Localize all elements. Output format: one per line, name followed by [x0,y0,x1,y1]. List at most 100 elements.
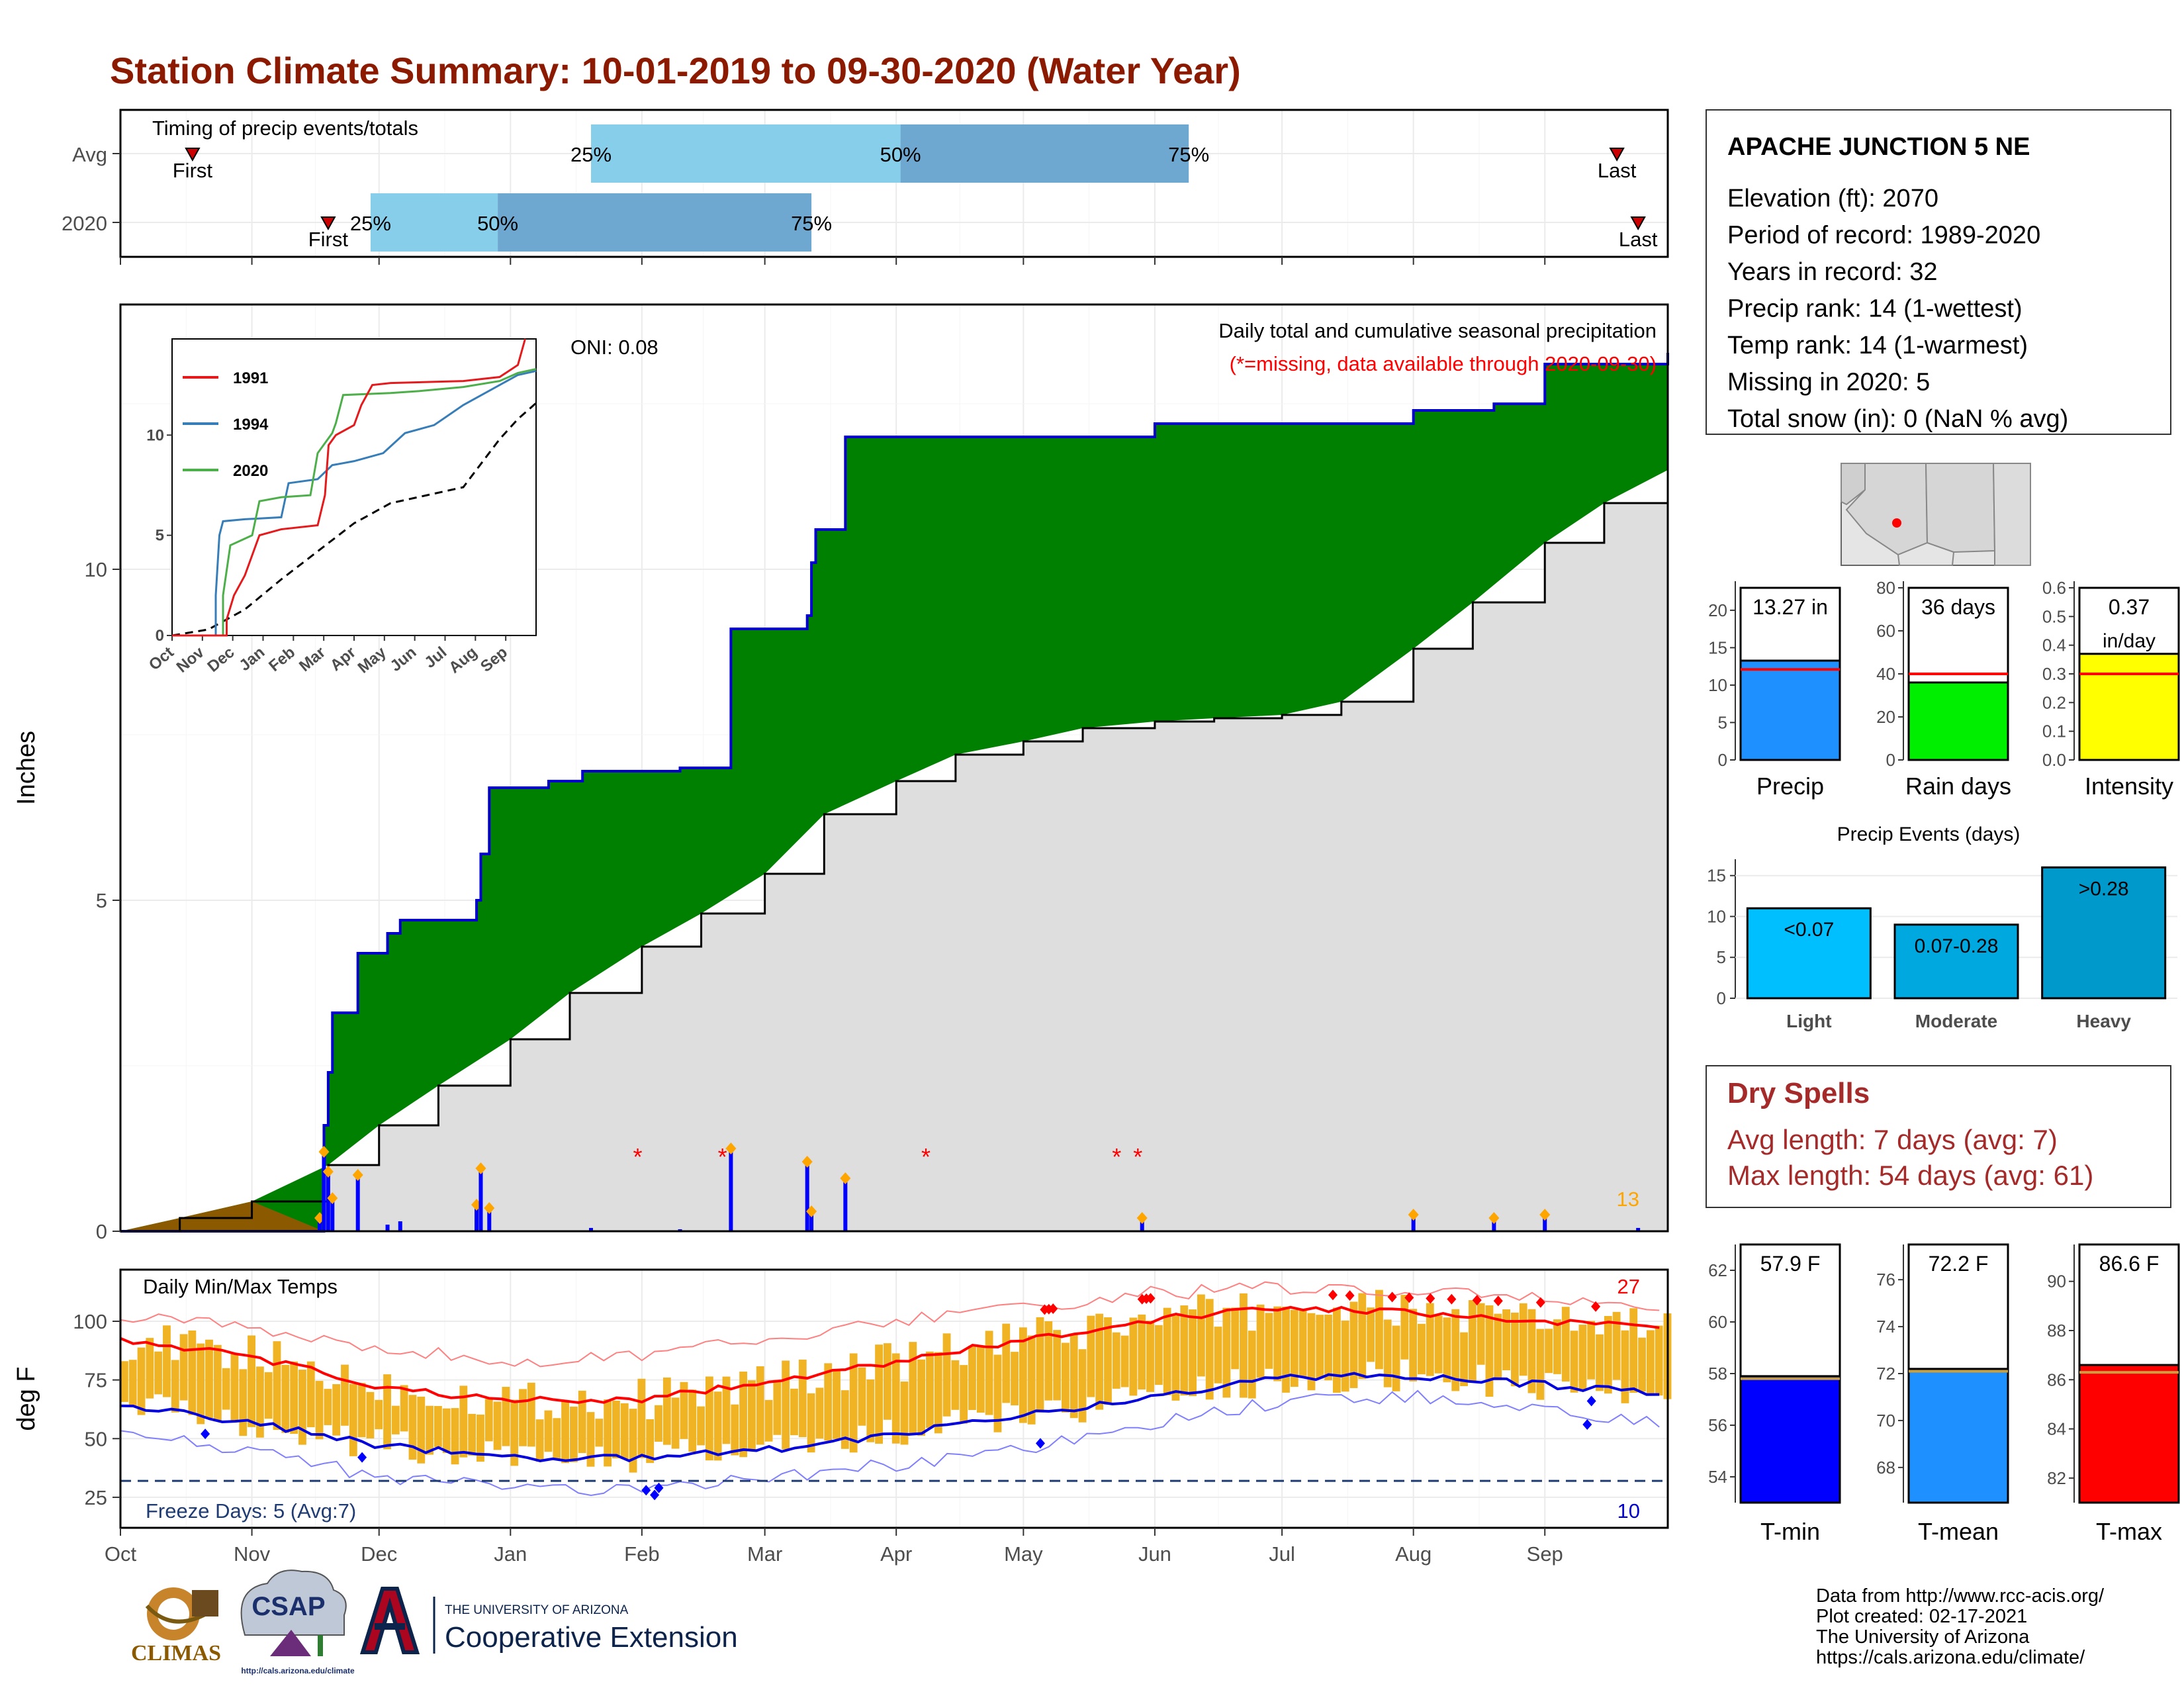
daily-temp-bar [569,1406,578,1462]
daily-temp-bar [1171,1315,1180,1401]
precip-event-marker [806,1205,817,1217]
daily-temp-bar [222,1368,230,1410]
daily-temp-bar [230,1354,239,1423]
daily-temp-bar [128,1360,137,1407]
daily-temp-bar [1282,1306,1290,1393]
daily-temp-bar [264,1372,273,1419]
daily-temp-bar [612,1400,620,1459]
timing-2020-last-label: Last [1619,228,1658,251]
daily-temp-bar [213,1344,222,1422]
daily-temp-bar [1604,1316,1612,1394]
daily-temp-bar [1638,1337,1646,1392]
daily-temp-bar [790,1388,798,1436]
daily-temp-bar [782,1360,790,1450]
credits: Data from http://www.rcc-acis.org/Plot c… [1816,1585,2105,1668]
summary-tick-label: 0.3 [2042,664,2066,684]
summary-tick-label: 0.4 [2042,635,2066,655]
station-info-line: Years in record: 32 [1727,258,1938,286]
deficit-area-2020 [120,1201,324,1231]
daily-temp-bar [408,1395,417,1460]
daily-temp-bar [713,1391,722,1461]
temp-summary-tick-label: 84 [2047,1419,2066,1439]
events-title: Precip Events (days) [1837,823,2021,845]
precip-event-marker [322,1166,334,1178]
daily-temp-bar [332,1383,341,1436]
daily-temp-bar [400,1385,408,1432]
daily-temp-bar [120,1361,128,1402]
credit-line: The University of Arizona [1816,1626,2030,1648]
daily-temp-bar [459,1385,468,1458]
daily-temp-bar [1536,1329,1545,1400]
temp-summary-label-1: T-mean [1918,1518,1999,1545]
summary-tick-label: 5 [1718,712,1727,732]
missing-day-marker: * [633,1143,642,1170]
ua-name: THE UNIVERSITY OF ARIZONA [445,1603,629,1617]
month-label: Nov [234,1542,271,1566]
main-y-tick-label: 10 [85,558,107,581]
daily-temp-bar [1545,1329,1553,1374]
hot-day-marker [1591,1301,1601,1312]
daily-precip-bar [1636,1228,1641,1231]
daily-temp-bar [553,1418,561,1460]
events-bar-label: <0.07 [1784,919,1834,941]
avg-cumulative-area [120,470,1668,1231]
precip-event-marker [484,1202,495,1214]
daily-temp-bar [146,1338,154,1399]
daily-temp-bar [1240,1293,1248,1398]
station-info-line: Elevation (ft): 2070 [1727,185,1938,212]
timing-avg-last-marker [1609,148,1625,162]
month-label: Dec [361,1542,397,1566]
timing-avg-pct-label: 50% [880,143,921,166]
daily-temp-bar [1477,1303,1485,1365]
daily-precip-bar [475,1205,479,1231]
freeze-days-label: Freeze Days: 5 (Avg:7) [146,1499,356,1523]
missing-day-marker: * [718,1143,727,1170]
daily-temp-bar [1265,1313,1273,1369]
daily-temp-bar [646,1419,655,1464]
daily-temp-bar [349,1383,357,1456]
daily-temp-bar [942,1333,951,1417]
hot-day-marker [1146,1293,1156,1304]
temp-summary-tick-label: 76 [1876,1270,1895,1289]
summary-label-2: Intensity [2085,773,2173,800]
daily-temp-bar [1095,1313,1104,1410]
summary-tick-label: 0 [1718,750,1727,770]
missing-day-marker: * [1112,1143,1121,1170]
daily-temp-bar [171,1360,179,1413]
events-category-label: Heavy [2076,1011,2131,1031]
month-label: Jan [494,1542,527,1566]
daily-temp-bar [620,1403,629,1460]
daily-precip-bar [589,1228,594,1231]
daily-temp-bar [1027,1335,1036,1425]
daily-temp-bar [739,1372,748,1458]
daily-temp-bar [1078,1349,1087,1423]
daily-temp-bar [824,1363,833,1441]
daily-temp-bar [137,1347,146,1415]
summary-label-1: Rain days [1905,773,2011,800]
timing-2020-first-marker [320,216,336,231]
daily-temp-bar [298,1370,306,1445]
daily-temp-bar [205,1339,213,1419]
daily-temp-bar [866,1379,875,1442]
daily-temp-bar [1248,1331,1256,1399]
station-info-line: Missing in 2020: 5 [1727,369,1930,397]
avg-max-line [120,1305,1660,1404]
daily-temp-bar [366,1391,375,1439]
inset-legend-label: 1994 [233,416,269,434]
daily-temp-bar [1316,1315,1324,1379]
daily-temp-bar [883,1343,891,1420]
daily-temp-bar [290,1361,298,1434]
credit-line: https://cals.arizona.edu/climate/ [1816,1647,2085,1668]
inset-y-tick-label: 5 [156,527,164,545]
csap-logo: CSAP http://cals.arizona.edu/climate [240,1570,355,1675]
daily-precip-bar [326,1172,330,1231]
timing-avg-first-marker [185,148,201,162]
avg-cumulative-line [120,470,1669,1233]
daily-temp-bar [1019,1327,1027,1423]
temp-summary-tick-label: 86 [2047,1370,2066,1389]
temp-summary-tick-label: 88 [2047,1321,2066,1340]
daily-temp-bar [535,1419,544,1462]
hot-day-marker [1048,1303,1058,1315]
summary-tick-label: 15 [1708,637,1727,657]
